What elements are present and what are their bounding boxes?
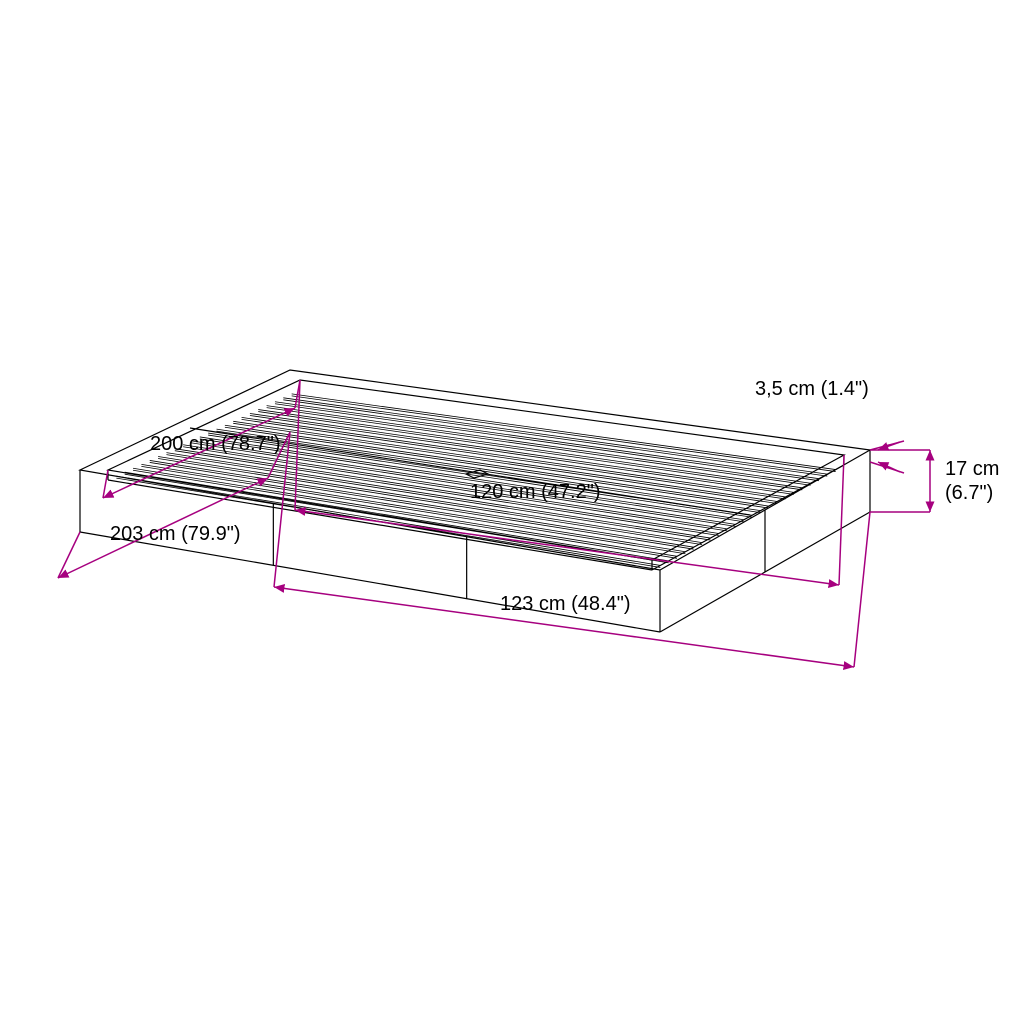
svg-text:3,5 cm (1.4"): 3,5 cm (1.4")	[755, 378, 869, 400]
svg-text:120 cm (47.2"): 120 cm (47.2")	[470, 481, 601, 503]
svg-text:(6.7"): (6.7")	[945, 482, 993, 504]
svg-text:17 cm: 17 cm	[945, 458, 999, 480]
svg-text:123 cm (48.4"): 123 cm (48.4")	[500, 593, 631, 615]
svg-text:200 cm (78.7"): 200 cm (78.7")	[150, 433, 281, 455]
svg-text:203 cm (79.9"): 203 cm (79.9")	[110, 523, 241, 545]
